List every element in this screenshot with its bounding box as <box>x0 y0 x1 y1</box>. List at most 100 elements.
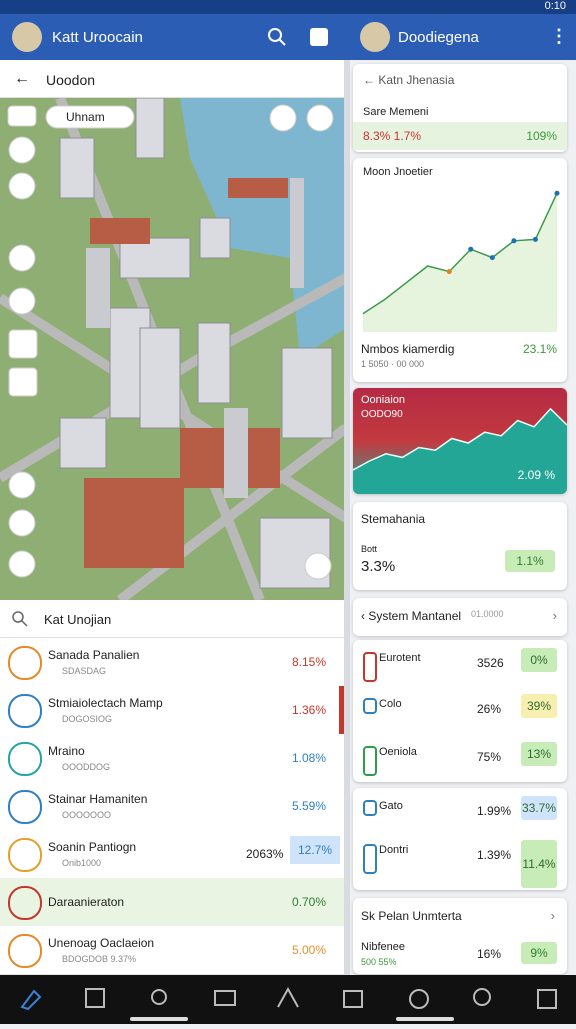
app-bar: Katt Uroocain <box>0 14 346 60</box>
avatar[interactable] <box>12 22 42 52</box>
trend-area <box>363 193 557 332</box>
divider <box>344 60 350 975</box>
row-badge: 39% <box>521 694 557 718</box>
trend-card: Moon Jnoetier Nmbos kiamerdig 1 5050 · 0… <box>353 158 567 382</box>
area-subtitle: OODO90 <box>361 409 403 420</box>
app-title: Katt Uroocain <box>52 29 143 46</box>
row-value: 26% <box>477 702 502 716</box>
list-title: ‹ System Mantanel <box>361 609 462 623</box>
trend-point <box>446 269 452 275</box>
footer-card-title: Sk Pelan Unmterta <box>361 909 462 923</box>
row-subtitle: OOODDOG <box>62 762 111 772</box>
action-icon[interactable] <box>310 28 328 46</box>
row-name: Gato <box>379 800 403 812</box>
row-value: 0.70% <box>291 895 326 909</box>
list-row[interactable]: Mraino OOODDOG 1.08% <box>0 734 344 783</box>
row-title: Mraino <box>48 744 85 758</box>
trend-point <box>489 255 495 261</box>
list-row[interactable]: Sanada Panalien SDASDAG 8.15% <box>0 638 344 687</box>
footer-value: 16% <box>477 947 502 961</box>
row-value: 1.99% <box>477 804 512 818</box>
avatar[interactable] <box>360 22 390 52</box>
menu-icon[interactable]: ⋮ <box>550 26 568 46</box>
row-value: 5.59% <box>291 799 326 813</box>
chevron: › <box>552 608 557 623</box>
row-subtitle: BDOGDOB 9.37% <box>62 954 137 964</box>
back-icon[interactable]: ← <box>14 70 30 87</box>
row-badge: 11.4% <box>521 840 557 888</box>
list-header[interactable]: ‹ System Mantanel 01.0000 › <box>353 598 567 636</box>
map[interactable] <box>0 98 346 600</box>
list-row[interactable]: Soanin Pantiogn Onib1000 2063% 12.7% <box>0 830 344 879</box>
area-card: Ooniaion OODO90 2.09 % <box>353 388 567 494</box>
list-row[interactable]: Unenoag Oaclaeion BDOGDOB 9.37% 5.00% <box>0 926 344 975</box>
row-title: Unenoag Oaclaeion <box>48 936 155 950</box>
toolbar: ← Uoodon <box>0 60 346 98</box>
footer-sub: 500 55% <box>361 957 397 967</box>
summary-row: 8.3% 1.7% 109% <box>353 122 567 150</box>
row-accent <box>339 686 344 734</box>
status-bar: 0:10 <box>0 0 576 14</box>
footer-subtitle: 1 5050 · 00 000 <box>361 359 425 369</box>
trend-point <box>468 246 474 252</box>
row-icon <box>8 838 42 872</box>
row-value: 12.7% <box>290 836 340 864</box>
area-title: Ooniaion <box>361 394 406 406</box>
chevron: › <box>550 908 555 923</box>
row-subtitle: DOGOSIOG <box>62 714 113 724</box>
row-icon <box>363 800 377 816</box>
summary-card: ← Katn Jhenasia Sare Memeni 8.3% 1.7% 10… <box>353 64 567 152</box>
summary-right: 109% <box>526 129 557 143</box>
row-icon <box>363 698 377 714</box>
toolbar-title: Uoodon <box>46 72 96 88</box>
footer-title: Nmbos kiamerdig <box>361 342 455 356</box>
card-title-text: Katn Jhenasia <box>378 73 455 87</box>
stat-value: 3.3% <box>361 558 396 575</box>
search-bar[interactable]: Kat Unojian <box>0 600 346 638</box>
row-title: Soanin Pantiogn <box>48 840 137 854</box>
row-icon <box>8 646 42 680</box>
row-badge: 33.7% <box>521 796 557 820</box>
summary-left: 8.3% 1.7% <box>363 129 422 143</box>
row-name: Eurotent <box>379 652 421 664</box>
list-row[interactable]: Daraanieraton 0.70% <box>0 878 344 927</box>
trend-point <box>511 238 517 244</box>
trend-chart <box>362 190 560 332</box>
row-icon <box>8 886 42 920</box>
row-icon <box>363 652 377 682</box>
row-value: 1.08% <box>291 751 326 765</box>
row-subtitle: SDASDAG <box>62 666 107 676</box>
list-row[interactable]: Stmiaiolectach Mamp DOGOSIOG 1.36% <box>0 686 344 735</box>
stat-card: Stemahania Bott 3.3% 1.1% <box>353 502 567 590</box>
stat-title: Stemahania <box>361 512 426 526</box>
area-chart <box>353 407 567 494</box>
app-bar: Doodiegena ⋮ <box>346 14 576 60</box>
row-value: 75% <box>477 750 502 764</box>
search-icon[interactable] <box>266 26 288 48</box>
trend-point <box>532 236 538 242</box>
row-icon <box>363 844 377 874</box>
list-row[interactable]: Stainar Hamaniten OOOOOOO 5.59% <box>0 782 344 831</box>
chart-title: Moon Jnoetier <box>363 166 433 178</box>
area-value: 2.09 % <box>517 468 555 482</box>
footer-badge: 9% <box>521 942 557 964</box>
row-icon <box>8 790 42 824</box>
row-title: Stmiaiolectach Mamp <box>48 696 163 710</box>
list-tag: 01.0000 <box>471 609 504 619</box>
card-title: ← Katn Jhenasia <box>363 73 455 87</box>
footer-value: 23.1% <box>522 342 557 356</box>
row-name: Dontri <box>379 844 409 856</box>
map-chip[interactable]: Uhnam <box>66 110 105 124</box>
footer-name: Nibfenee <box>361 941 406 953</box>
row-badge: 13% <box>521 742 557 766</box>
row-badge: 0% <box>521 648 557 672</box>
bottom-nav <box>0 975 576 1024</box>
row-value: 3526 <box>477 656 504 670</box>
area-fill <box>353 408 567 494</box>
footer-card: Sk Pelan Unmterta › Nibfenee 500 55% 16%… <box>353 898 567 974</box>
trend-point <box>554 190 560 196</box>
stat-badge: 1.1% <box>505 550 555 572</box>
search-text: Kat Unojian <box>44 612 112 627</box>
row-icon <box>363 746 377 776</box>
time: 0:10 <box>544 0 566 12</box>
